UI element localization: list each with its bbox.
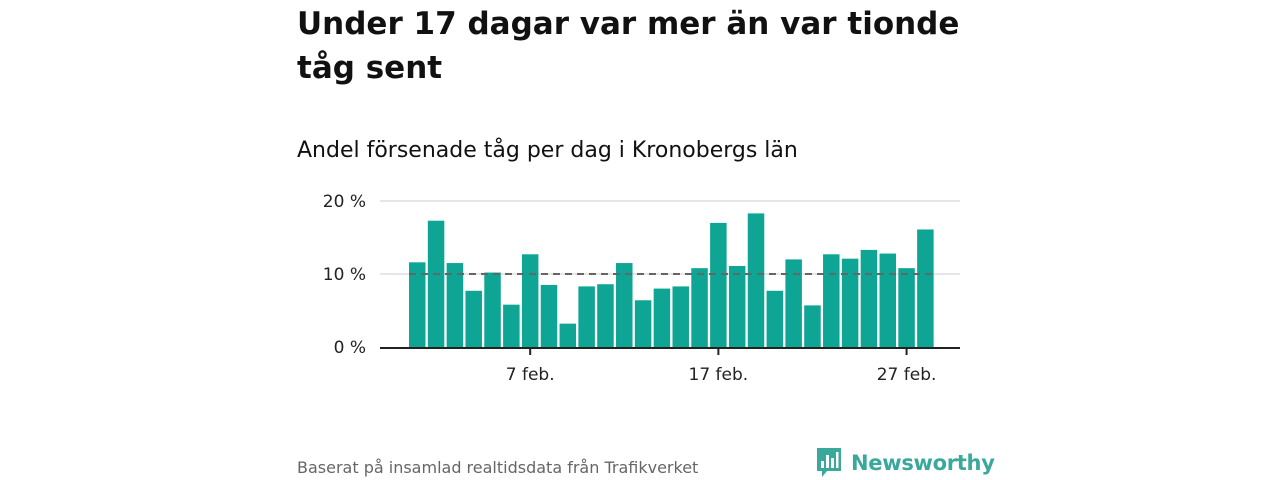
bar <box>691 268 708 347</box>
bar <box>559 323 577 347</box>
bar <box>427 220 445 347</box>
chart-subtitle: Andel försenade tåg per dag i Kronobergs… <box>297 138 798 163</box>
bar <box>578 286 595 347</box>
bar <box>540 284 558 347</box>
brand-name: Newsworthy <box>851 451 995 475</box>
bar <box>521 254 539 347</box>
bar <box>804 305 821 347</box>
tick-labels: 0 % 10 % 20 % 7 feb. 17 feb. 27 feb. <box>323 192 937 385</box>
bar <box>766 290 784 347</box>
bar <box>409 262 426 347</box>
bar <box>484 272 501 347</box>
bar <box>597 284 614 347</box>
bar <box>653 288 671 347</box>
newsworthy-logo[interactable]: Newsworthy <box>815 446 995 480</box>
page-title: Under 17 dagar var mer än var tionde tåg… <box>297 6 960 86</box>
bar <box>917 229 934 347</box>
axes <box>380 347 960 355</box>
bar <box>710 222 727 347</box>
bar <box>823 254 840 347</box>
bar <box>503 304 520 347</box>
bar <box>446 263 464 347</box>
bars <box>409 213 934 347</box>
y-tick-label: 10 % <box>323 265 366 285</box>
source-note: Baserat på insamlad realtidsdata från Tr… <box>297 458 699 477</box>
bar-chart-logo-icon <box>817 448 841 477</box>
x-tick-label: 27 feb. <box>877 365 937 385</box>
bar <box>747 213 765 347</box>
bar <box>841 258 859 347</box>
bar <box>898 268 915 347</box>
bar <box>616 263 633 347</box>
bar <box>634 300 652 347</box>
bar <box>728 265 746 347</box>
bar <box>860 249 878 347</box>
y-tick-label: 20 % <box>323 192 366 212</box>
bar <box>672 286 689 347</box>
y-tick-label: 0 % <box>334 338 366 358</box>
x-tick-label: 7 feb. <box>506 365 555 385</box>
x-tick-label: 17 feb. <box>689 365 749 385</box>
bar <box>785 259 802 347</box>
bar <box>879 253 896 347</box>
bar <box>465 290 482 347</box>
